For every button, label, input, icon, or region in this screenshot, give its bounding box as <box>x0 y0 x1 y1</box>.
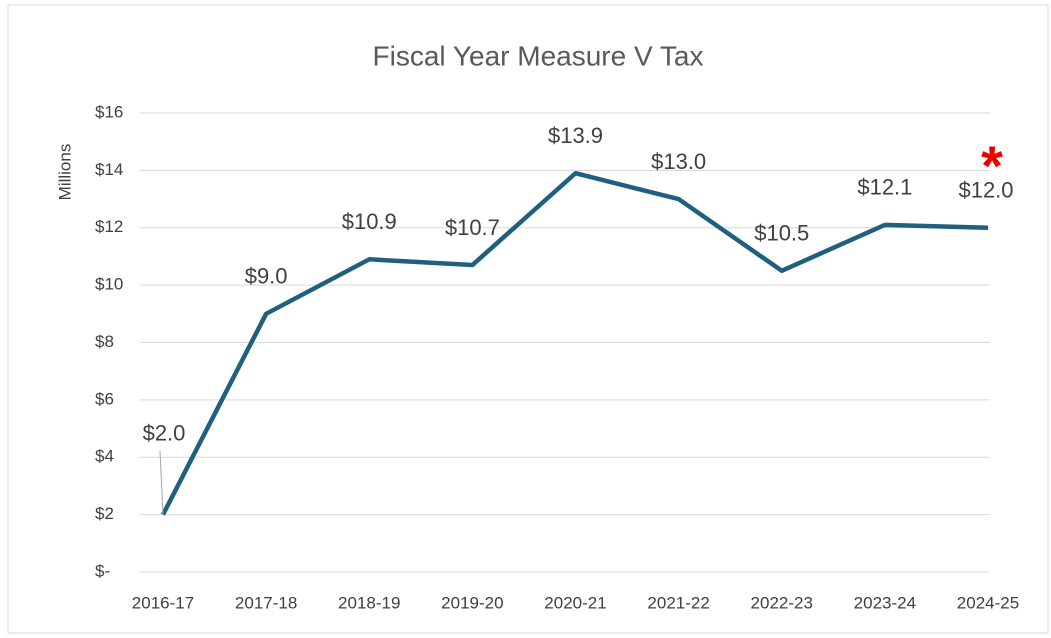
x-tick-label: 2016-17 <box>132 593 194 612</box>
y-tick-label: $6 <box>95 389 114 408</box>
y-axis-label: Millions <box>55 144 74 201</box>
x-tick-label: 2022-23 <box>751 593 813 612</box>
data-label: $13.9 <box>548 123 603 148</box>
y-tick-label: $2 <box>95 504 114 523</box>
data-label: $12.0 <box>958 178 1013 203</box>
x-tick-label: 2023-24 <box>854 593 916 612</box>
y-tick-label: $16 <box>95 102 123 121</box>
data-label: $10.7 <box>445 215 500 240</box>
x-tick-label: 2024-25 <box>957 593 1019 612</box>
chart-title: Fiscal Year Measure V Tax <box>373 40 704 71</box>
line <box>160 170 989 516</box>
data-label: $10.5 <box>754 221 809 246</box>
x-tick-label: 2018-19 <box>338 593 400 612</box>
data-label: $2.0 <box>143 420 186 445</box>
y-tick-label: $- <box>95 561 110 580</box>
y-tick-label: $10 <box>95 275 123 294</box>
data-label: $12.1 <box>857 175 912 200</box>
chart-frame <box>7 4 1049 634</box>
data-label: $9.0 <box>245 264 288 289</box>
x-tick-label: 2020-21 <box>544 593 606 612</box>
x-tick-label: 2019-20 <box>441 593 503 612</box>
x-tick-label: 2021-22 <box>647 593 709 612</box>
data-label: $10.9 <box>342 209 397 234</box>
leader-line <box>159 450 164 515</box>
y-tick-label: $8 <box>95 332 114 351</box>
annotation: * <box>981 134 1003 197</box>
y-tick-label: $14 <box>95 160 123 179</box>
y-tick-label: $12 <box>95 217 123 236</box>
x-tick-label: 2017-18 <box>235 593 297 612</box>
y-tick-label: $4 <box>95 447 114 466</box>
data-label: $13.0 <box>651 149 706 174</box>
